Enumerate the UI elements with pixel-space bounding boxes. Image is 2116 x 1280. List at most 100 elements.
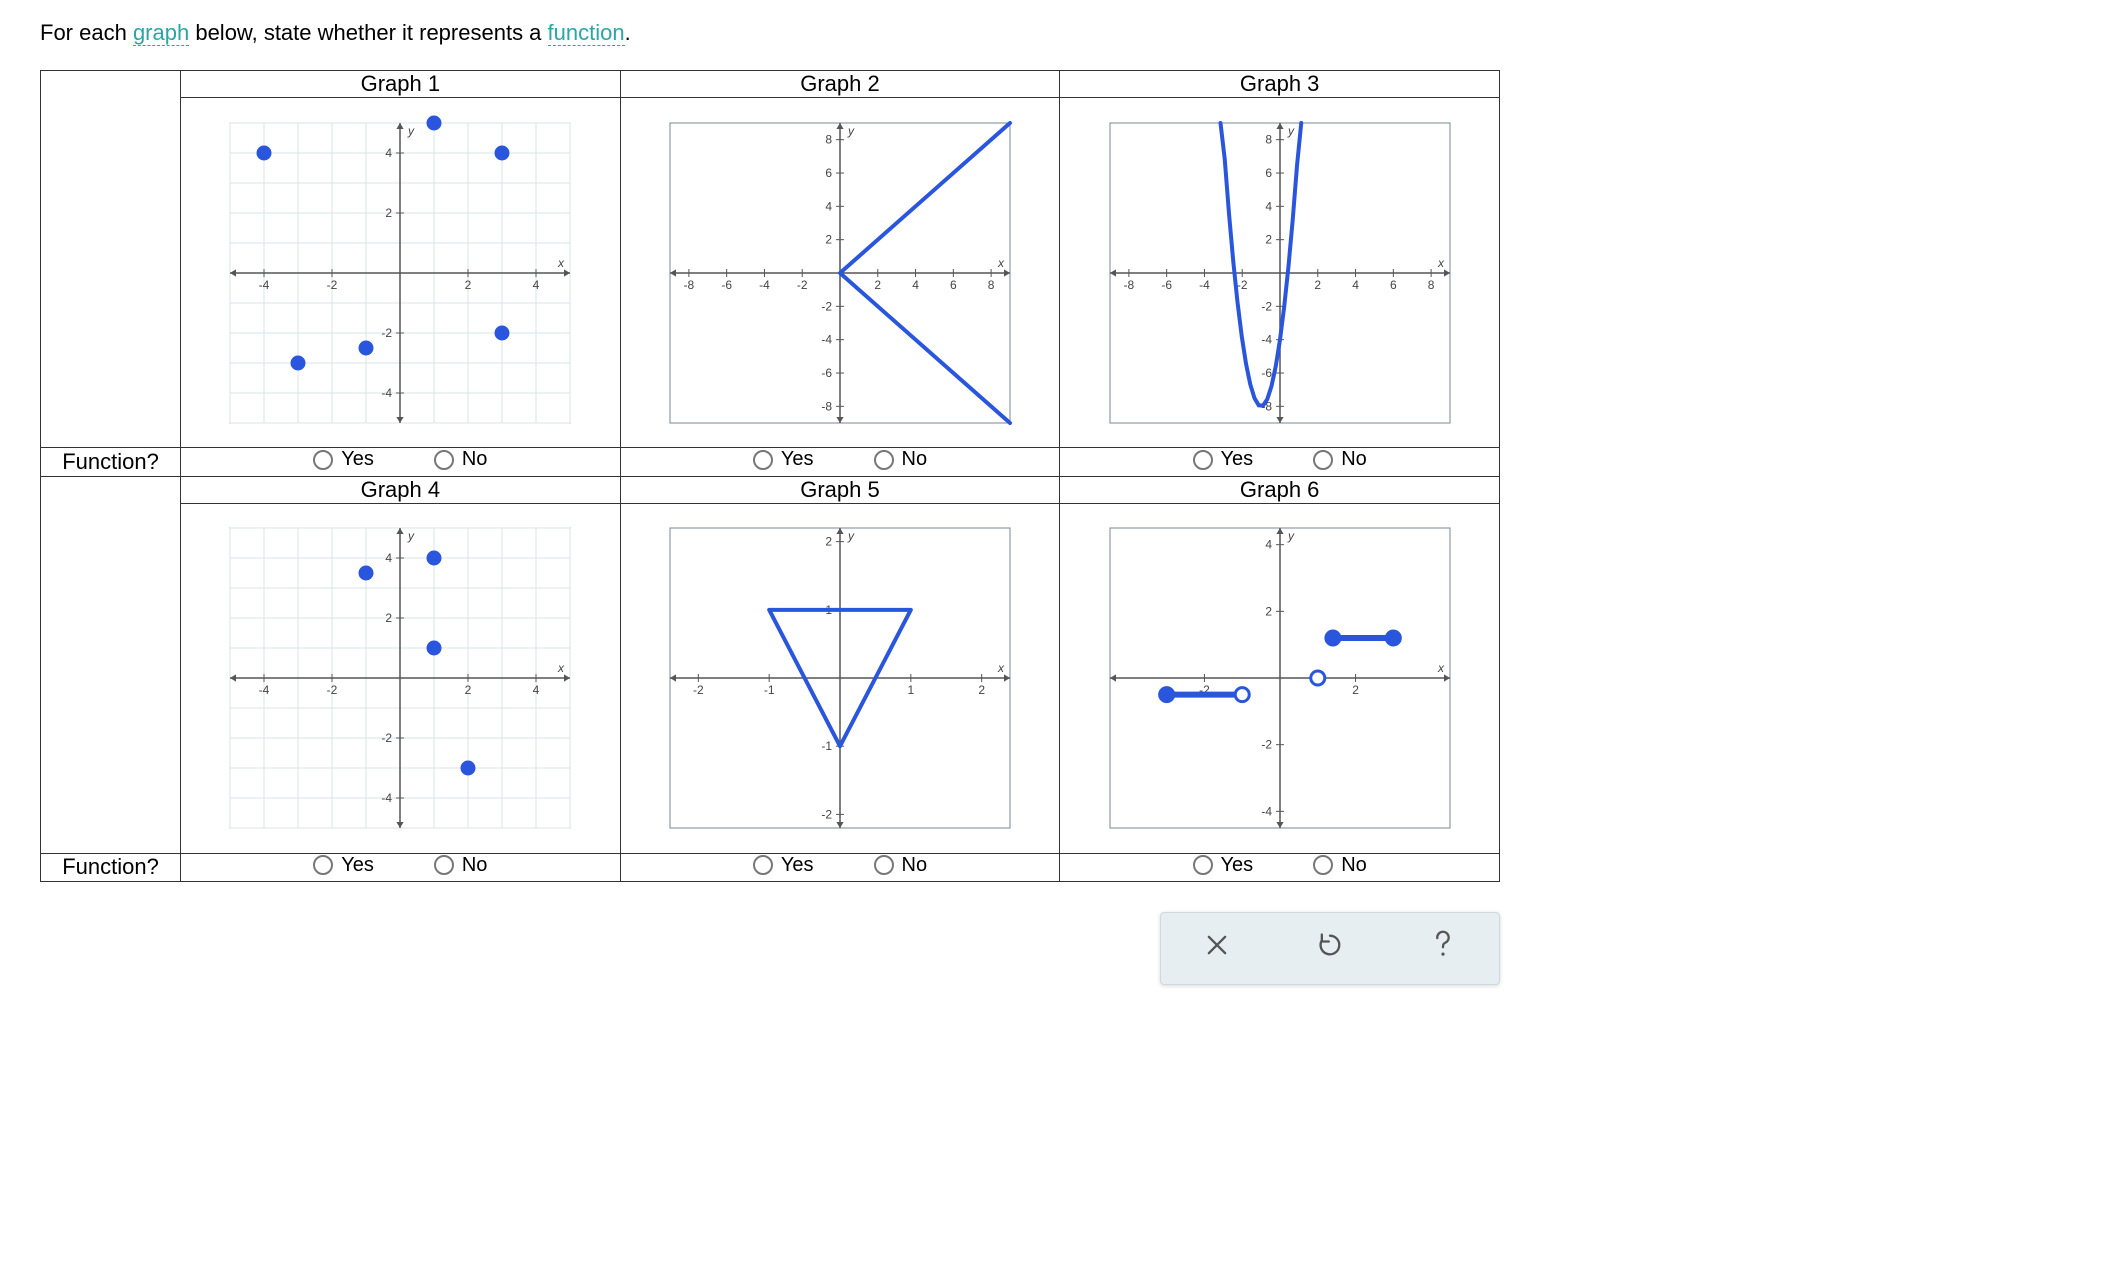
svg-text:-2: -2 <box>1261 299 1272 313</box>
svg-text:-8: -8 <box>1123 278 1134 292</box>
svg-text:-4: -4 <box>759 278 770 292</box>
prompt-pre: For each <box>40 20 133 45</box>
graph-cell: -8-6-4-22468-8-6-4-22468xy <box>1060 98 1500 448</box>
svg-text:-6: -6 <box>1261 366 1272 380</box>
radio-label: Yes <box>341 448 374 471</box>
svg-text:-4: -4 <box>1261 332 1272 346</box>
svg-text:2: 2 <box>1265 232 1272 246</box>
radio-icon <box>753 855 773 875</box>
svg-text:-2: -2 <box>797 278 808 292</box>
svg-text:-4: -4 <box>382 386 393 400</box>
radio-no[interactable]: No <box>434 448 488 471</box>
svg-text:y: y <box>847 529 855 543</box>
radio-icon <box>313 855 333 875</box>
svg-text:8: 8 <box>1265 132 1272 146</box>
radio-no[interactable]: No <box>434 854 488 877</box>
radio-yes[interactable]: Yes <box>1193 854 1254 877</box>
svg-text:x: x <box>1437 661 1445 675</box>
radio-icon <box>434 855 454 875</box>
radio-no[interactable]: No <box>1313 854 1367 877</box>
svg-text:-6: -6 <box>821 366 832 380</box>
radio-yes[interactable]: Yes <box>1193 448 1254 471</box>
graph-title: Graph 2 <box>620 71 1060 98</box>
help-button[interactable] <box>1429 929 1457 968</box>
svg-text:y: y <box>1287 124 1295 138</box>
radio-label: Yes <box>1221 854 1254 877</box>
radio-no[interactable]: No <box>1313 448 1367 471</box>
radio-label: Yes <box>781 448 814 471</box>
svg-text:6: 6 <box>825 166 832 180</box>
svg-text:-8: -8 <box>684 278 695 292</box>
svg-text:-2: -2 <box>327 278 338 292</box>
row-label-function: Function? <box>41 853 181 882</box>
svg-text:x: x <box>557 661 565 675</box>
svg-text:x: x <box>997 256 1005 270</box>
radio-label: Yes <box>1221 448 1254 471</box>
svg-text:1: 1 <box>907 683 914 697</box>
svg-text:-1: -1 <box>764 683 775 697</box>
svg-text:8: 8 <box>1427 278 1434 292</box>
radio-icon <box>1193 450 1213 470</box>
svg-text:-2: -2 <box>1261 738 1272 752</box>
svg-text:4: 4 <box>533 278 540 292</box>
svg-text:-4: -4 <box>1261 804 1272 818</box>
radio-icon <box>1193 855 1213 875</box>
graph-title: Graph 5 <box>620 476 1060 503</box>
svg-text:2: 2 <box>386 206 393 220</box>
close-button[interactable] <box>1203 931 1231 966</box>
close-icon <box>1203 931 1231 959</box>
radio-cell: Yes No <box>620 853 1060 882</box>
reset-button[interactable] <box>1316 931 1344 966</box>
radio-cell: Yes No <box>181 853 621 882</box>
svg-text:2: 2 <box>825 535 832 549</box>
help-icon <box>1429 929 1457 961</box>
radio-cell: Yes No <box>181 448 621 477</box>
svg-text:-2: -2 <box>327 683 338 697</box>
radio-yes[interactable]: Yes <box>313 854 374 877</box>
svg-text:4: 4 <box>386 551 393 565</box>
svg-text:4: 4 <box>386 146 393 160</box>
row-label-function: Function? <box>41 448 181 477</box>
svg-text:4: 4 <box>825 199 832 213</box>
svg-text:2: 2 <box>1352 683 1359 697</box>
svg-text:2: 2 <box>465 683 472 697</box>
radio-yes[interactable]: Yes <box>753 448 814 471</box>
svg-text:6: 6 <box>950 278 957 292</box>
svg-text:2: 2 <box>825 232 832 246</box>
graph-title: Graph 4 <box>181 476 621 503</box>
graph-title: Graph 3 <box>1060 71 1500 98</box>
radio-yes[interactable]: Yes <box>313 448 374 471</box>
radio-cell: Yes No <box>620 448 1060 477</box>
radio-no[interactable]: No <box>874 448 928 471</box>
svg-text:-4: -4 <box>259 683 270 697</box>
row-label-blank-2 <box>41 476 181 853</box>
svg-text:4: 4 <box>1352 278 1359 292</box>
radio-cell: Yes No <box>1060 853 1500 882</box>
graph-cell: -22-4-224xy <box>1060 503 1500 853</box>
svg-text:8: 8 <box>825 132 832 146</box>
svg-text:-8: -8 <box>821 399 832 413</box>
prompt-mid: below, state whether it represents a <box>189 20 547 45</box>
radio-yes[interactable]: Yes <box>753 854 814 877</box>
svg-text:4: 4 <box>912 278 919 292</box>
svg-text:-1: -1 <box>821 739 832 753</box>
radio-icon <box>874 450 894 470</box>
keyword-graph[interactable]: graph <box>133 20 189 46</box>
graph-title: Graph 6 <box>1060 476 1500 503</box>
graph-cell: -4-224-4-224xy <box>181 98 621 448</box>
radio-no[interactable]: No <box>874 854 928 877</box>
radio-icon <box>313 450 333 470</box>
svg-text:-2: -2 <box>382 731 393 745</box>
svg-text:2: 2 <box>874 278 881 292</box>
svg-text:4: 4 <box>533 683 540 697</box>
row-label-blank-1 <box>41 71 181 448</box>
svg-text:-4: -4 <box>382 791 393 805</box>
radio-label: No <box>462 448 488 471</box>
radio-label: No <box>1341 448 1367 471</box>
keyword-function[interactable]: function <box>548 20 625 46</box>
graph-title: Graph 1 <box>181 71 621 98</box>
radio-label: Yes <box>781 854 814 877</box>
svg-text:4: 4 <box>1265 199 1272 213</box>
svg-text:8: 8 <box>988 278 995 292</box>
radio-label: Yes <box>341 854 374 877</box>
